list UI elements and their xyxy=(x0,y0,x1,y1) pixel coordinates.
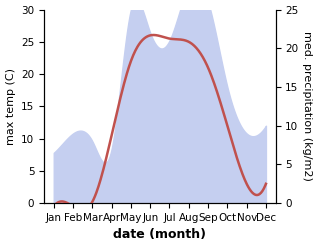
Y-axis label: med. precipitation (kg/m2): med. precipitation (kg/m2) xyxy=(302,31,313,181)
Y-axis label: max temp (C): max temp (C) xyxy=(5,68,16,145)
X-axis label: date (month): date (month) xyxy=(113,228,206,242)
